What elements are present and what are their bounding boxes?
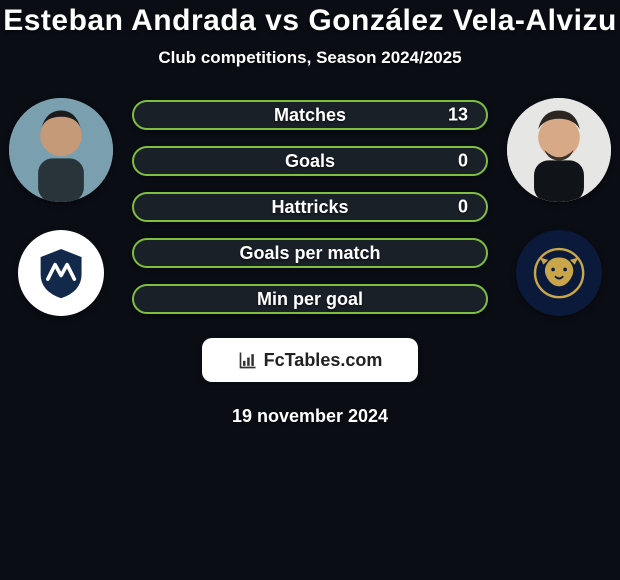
comparison-body: Matches 13 Goals 0 Hattricks 0 Goals per match… bbox=[0, 98, 620, 316]
stat-bar: Matches 13 bbox=[132, 100, 488, 130]
generated-date: 19 november 2024 bbox=[0, 406, 620, 427]
stat-label: Goals per match bbox=[239, 243, 380, 264]
comparison-card: Esteban Andrada vs González Vela-Alvizu … bbox=[0, 0, 620, 580]
bar-chart-icon bbox=[238, 350, 258, 370]
stat-label: Hattricks bbox=[271, 197, 348, 218]
person-icon bbox=[9, 98, 113, 202]
branding-text: FcTables.com bbox=[264, 350, 383, 371]
stat-label: Matches bbox=[274, 105, 346, 126]
stat-label: Goals bbox=[285, 151, 335, 172]
stat-bar: Hattricks 0 bbox=[132, 192, 488, 222]
club-logo-right bbox=[516, 230, 602, 316]
person-icon bbox=[507, 98, 611, 202]
stat-bar: Goals per match bbox=[132, 238, 488, 268]
stat-value: 13 bbox=[448, 105, 468, 126]
shield-icon bbox=[31, 243, 91, 303]
stat-bar: Goals 0 bbox=[132, 146, 488, 176]
right-side bbox=[504, 98, 614, 316]
club-logo-left bbox=[18, 230, 104, 316]
stat-bars: Matches 13 Goals 0 Hattricks 0 Goals per match… bbox=[132, 98, 488, 314]
stat-label: Min per goal bbox=[257, 289, 363, 310]
stat-value: 0 bbox=[458, 151, 468, 172]
branding-badge: FcTables.com bbox=[202, 338, 418, 382]
stat-value: 0 bbox=[458, 197, 468, 218]
subtitle: Club competitions, Season 2024/2025 bbox=[0, 48, 620, 68]
page-title: Esteban Andrada vs González Vela-Alvizu bbox=[0, 4, 620, 38]
cougar-crest-icon bbox=[529, 243, 589, 303]
stat-bar: Min per goal bbox=[132, 284, 488, 314]
left-side bbox=[6, 98, 116, 316]
player-avatar-right bbox=[507, 98, 611, 202]
player-avatar-left bbox=[9, 98, 113, 202]
